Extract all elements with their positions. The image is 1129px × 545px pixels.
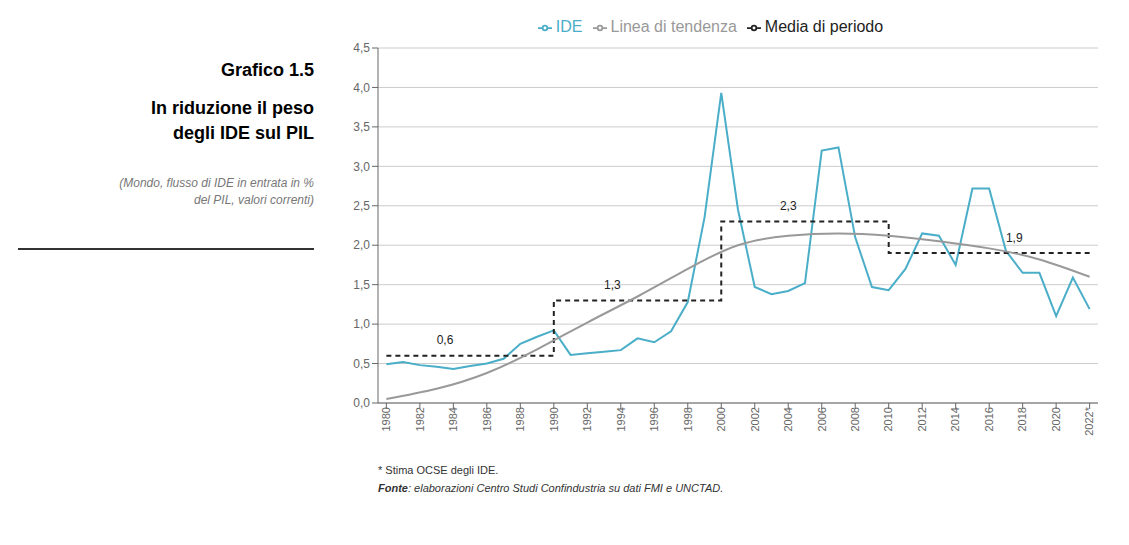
- svg-text:2010: 2010: [883, 407, 895, 431]
- svg-text:1998: 1998: [682, 407, 694, 431]
- html-text:Linea di tendenza: Linea di tendenza: [610, 18, 737, 35]
- svg-text:4,5: 4,5: [353, 41, 370, 55]
- html-text:Fonte: elaborazioni Centro Stu: Fonte: elaborazioni Centro Studi Confind…: [378, 482, 724, 494]
- svg-text:2018: 2018: [1016, 407, 1028, 431]
- svg-text:1,5: 1,5: [353, 278, 370, 292]
- svg-text:1,3: 1,3: [604, 278, 621, 292]
- svg-text:2,5: 2,5: [353, 199, 370, 213]
- svg-text:1996: 1996: [648, 407, 660, 431]
- svg-text:3,0: 3,0: [353, 160, 370, 174]
- html-text:Grafico 1.5: Grafico 1.5: [221, 60, 314, 80]
- svg-text:2012: 2012: [916, 407, 928, 431]
- svg-text:2,3: 2,3: [780, 199, 797, 213]
- svg-text:2016: 2016: [983, 407, 995, 431]
- svg-text:2,0: 2,0: [353, 238, 370, 252]
- html-text:(Mondo, flusso di IDE in entra: (Mondo, flusso di IDE in entrata in % de…: [119, 175, 314, 207]
- svg-text:0,0: 0,0: [353, 396, 370, 410]
- svg-text:1982: 1982: [414, 407, 426, 431]
- svg-text:2004: 2004: [782, 407, 794, 431]
- svg-text:1988: 1988: [514, 407, 526, 431]
- svg-text:1,9: 1,9: [1006, 231, 1023, 245]
- svg-text:1986: 1986: [481, 407, 493, 431]
- svg-text:1984: 1984: [447, 407, 459, 431]
- svg-text:1994: 1994: [615, 407, 627, 431]
- html-text:Media di periodo: Media di periodo: [764, 18, 884, 35]
- svg-text:1,0: 1,0: [353, 317, 370, 331]
- svg-text:0,6: 0,6: [437, 333, 454, 347]
- html-text:In riduzione il peso degli IDE: In riduzione il peso degli IDE sul PIL: [151, 98, 314, 143]
- svg-text:1990: 1990: [548, 407, 560, 431]
- svg-text:2008: 2008: [849, 407, 861, 431]
- svg-text:2022*: 2022*: [1083, 406, 1095, 435]
- svg-text:2002: 2002: [749, 407, 761, 431]
- svg-text:0,5: 0,5: [353, 357, 370, 371]
- svg-text:3,5: 3,5: [353, 120, 370, 134]
- svg-text:2020: 2020: [1050, 407, 1062, 431]
- svg-text:4,0: 4,0: [353, 81, 370, 95]
- svg-text:2014: 2014: [949, 407, 961, 431]
- svg-text:1992: 1992: [581, 407, 593, 431]
- svg-text:2006: 2006: [816, 407, 828, 431]
- html-text:* Stima OCSE degli IDE.: * Stima OCSE degli IDE.: [378, 464, 499, 476]
- html-text:IDE: IDE: [555, 18, 583, 35]
- svg-text:2000: 2000: [715, 407, 727, 431]
- svg-text:1980: 1980: [380, 407, 392, 431]
